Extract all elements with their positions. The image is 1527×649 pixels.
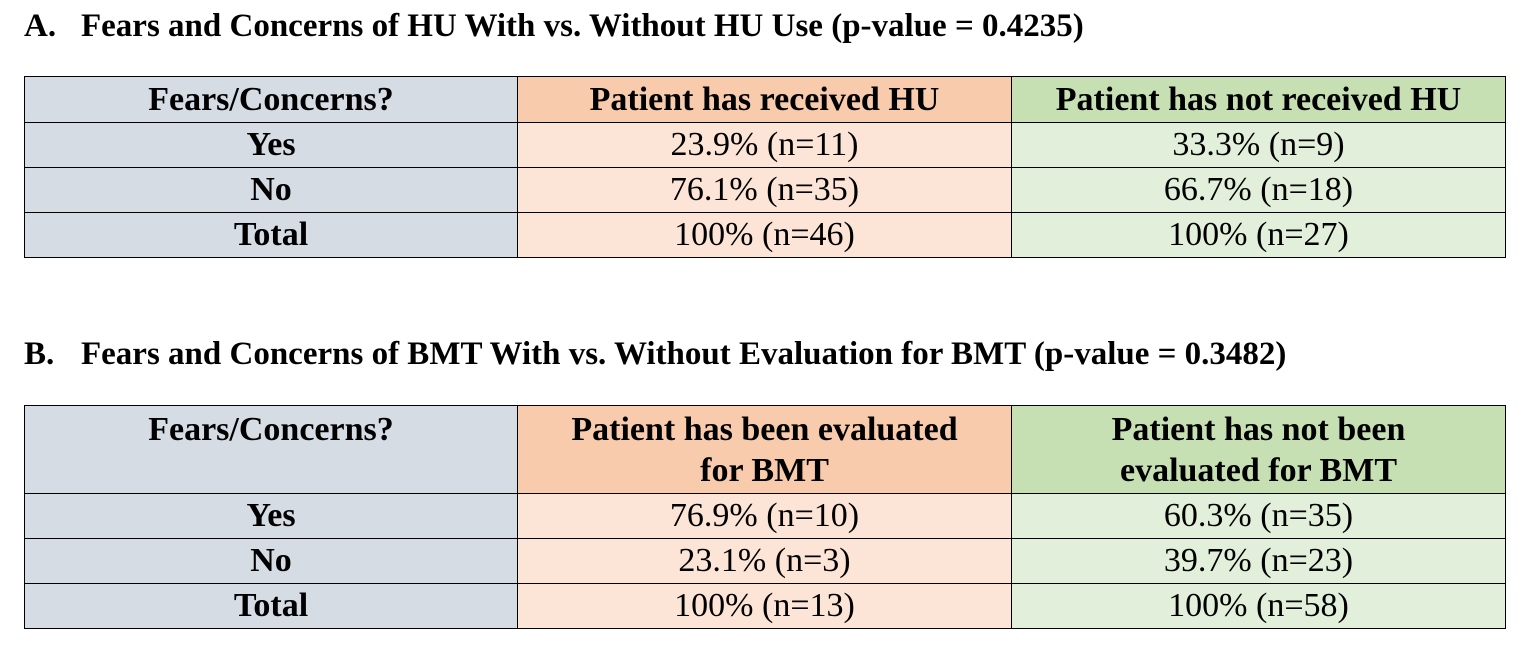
table-cell: 100% (n=13) [517,583,1012,629]
table-row: No 76.1% (n=35) 66.7% (n=18) [24,167,1506,213]
table-cell: 100% (n=58) [1011,583,1506,629]
column-header-fears: Fears/Concerns? [24,405,518,494]
table-row: Yes 23.9% (n=11) 33.3% (n=9) [24,122,1506,168]
table-row: Total 100% (n=13) 100% (n=58) [24,583,1506,629]
section-a-title: A. Fears and Concerns of HU With vs. With… [24,6,1084,46]
table-cell: 39.7% (n=23) [1011,538,1506,584]
row-label-no: No [24,167,518,213]
row-label-yes: Yes [24,122,518,168]
row-label-total: Total [24,583,518,629]
column-header-evaluated-bmt: Patient has been evaluated for BMT [517,405,1012,494]
column-header-received-hu: Patient has received HU [517,76,1012,123]
bmt-fears-table: Fears/Concerns? Patient has been evaluat… [24,405,1506,629]
row-label-no: No [24,538,518,584]
table-cell: 100% (n=46) [517,212,1012,258]
table-row: No 23.1% (n=3) 39.7% (n=23) [24,538,1506,584]
table-cell: 23.1% (n=3) [517,538,1012,584]
column-header-not-received-hu: Patient has not received HU [1011,76,1506,123]
table-header-row: Fears/Concerns? Patient has received HU … [24,76,1506,123]
header-line: evaluated for BMT [1119,452,1397,489]
row-label-total: Total [24,212,518,258]
section-b-title-text: Fears and Concerns of BMT With vs. Witho… [81,336,1287,372]
table-header-row: Fears/Concerns? Patient has been evaluat… [24,405,1506,494]
table-cell: 66.7% (n=18) [1011,167,1506,213]
section-b-title: B. Fears and Concerns of BMT With vs. Wit… [24,334,1286,374]
section-a-letter: A. [24,8,57,44]
table-row: Total 100% (n=46) 100% (n=27) [24,212,1506,258]
hu-fears-table: Fears/Concerns? Patient has received HU … [24,76,1506,258]
table-cell: 100% (n=27) [1011,212,1506,258]
header-line: Patient has been evaluated [571,411,958,448]
section-a-title-text: Fears and Concerns of HU With vs. Withou… [81,8,1084,44]
table-cell: 60.3% (n=35) [1011,493,1506,539]
column-header-fears: Fears/Concerns? [24,76,518,123]
header-line: for BMT [700,452,829,489]
table-cell: 23.9% (n=11) [517,122,1012,168]
table-row: Yes 76.9% (n=10) 60.3% (n=35) [24,493,1506,539]
section-b-letter: B. [24,336,55,372]
table-cell: 76.1% (n=35) [517,167,1012,213]
table-cell: 33.3% (n=9) [1011,122,1506,168]
header-line: Patient has not been [1111,411,1406,448]
table-cell: 76.9% (n=10) [517,493,1012,539]
row-label-yes: Yes [24,493,518,539]
column-header-not-evaluated-bmt: Patient has not been evaluated for BMT [1011,405,1506,494]
